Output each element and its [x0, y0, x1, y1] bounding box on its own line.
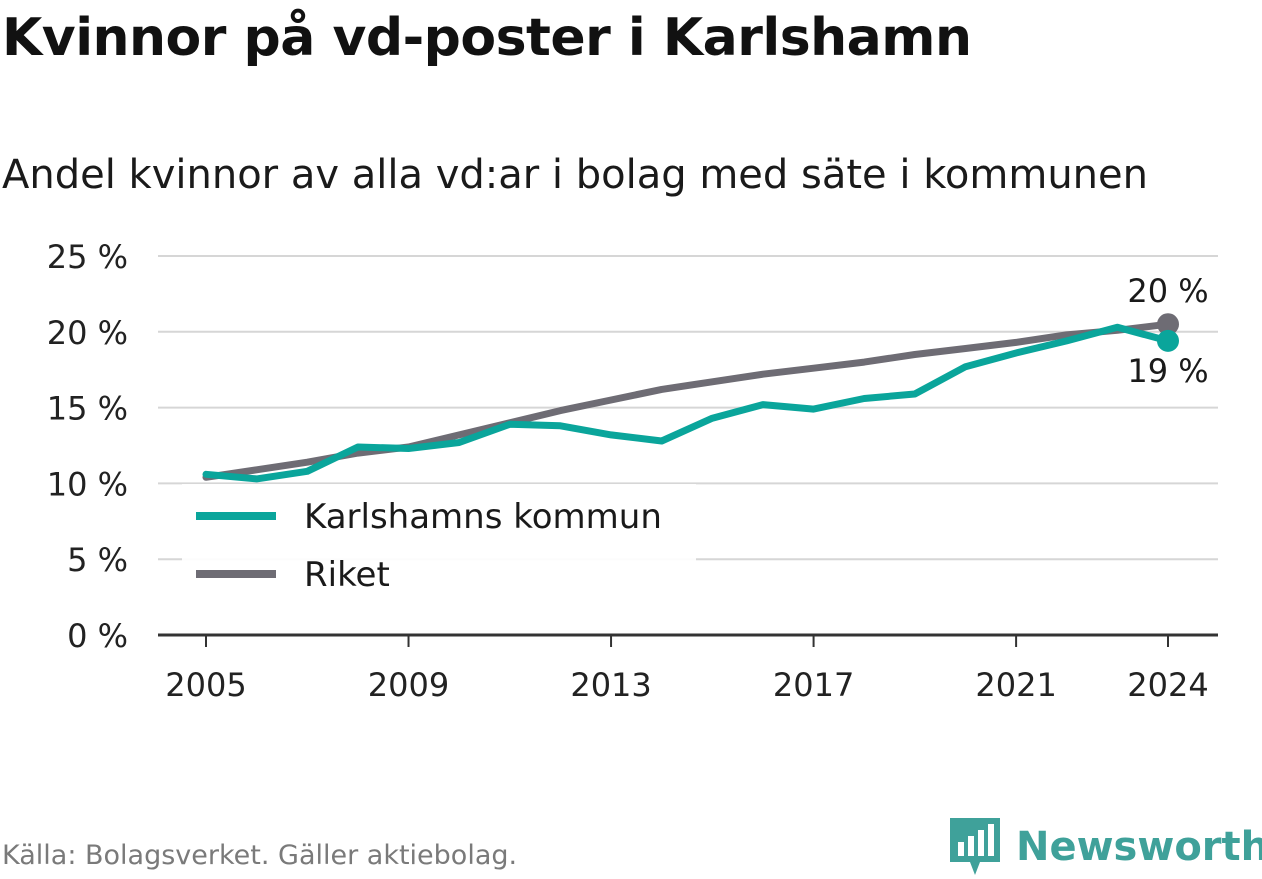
x-tick-label: 2005 — [165, 666, 246, 704]
y-axis-ticks: 0 % 5 % 10 % 15 % 20 % 25 % — [47, 238, 128, 655]
y-tick-label: 25 % — [47, 238, 128, 276]
x-tick-label: 2017 — [773, 666, 854, 704]
brand-name: Newsworthy — [1016, 824, 1262, 870]
chart-title: Kvinnor på vd-poster i Karlshamn — [2, 8, 972, 68]
series-lines — [202, 320, 1172, 483]
x-tick-label: 2021 — [975, 666, 1056, 704]
legend-label: Riket — [304, 555, 390, 595]
y-tick-label: 0 % — [67, 617, 128, 655]
series-line-riket — [202, 320, 1172, 481]
x-axis-ticks: 2005 2009 2013 2017 2021 2024 — [165, 635, 1209, 704]
end-point-riket — [1157, 313, 1179, 336]
source-note: Källa: Bolagsverket. Gäller aktiebolag. — [2, 840, 518, 871]
end-label-riket: 20 % — [1127, 272, 1208, 310]
legend-label: Karlshamns kommun — [304, 497, 662, 537]
y-tick-label: 5 % — [67, 541, 128, 579]
end-points: 20 % 19 % — [1127, 272, 1208, 390]
brand-logo: Newsworthy — [950, 818, 1262, 876]
end-label-karlshamn: 19 % — [1127, 352, 1208, 390]
y-tick-label: 10 % — [47, 465, 128, 503]
x-tick-label: 2013 — [570, 666, 651, 704]
newsworthy-logo-icon — [950, 818, 1000, 875]
legend-background — [182, 484, 696, 562]
y-tick-label: 20 % — [47, 314, 128, 352]
chart-subtitle: Andel kvinnor av alla vd:ar i bolag med … — [2, 152, 1148, 198]
legend: Karlshamns kommun Riket — [182, 484, 696, 595]
x-tick-label: 2009 — [368, 666, 449, 704]
series-line-karlshamn — [202, 323, 1172, 483]
y-tick-label: 15 % — [47, 390, 128, 428]
end-point-karlshamn — [1157, 329, 1179, 352]
x-tick-label: 2024 — [1127, 666, 1208, 704]
grid-lines — [158, 255, 1218, 637]
